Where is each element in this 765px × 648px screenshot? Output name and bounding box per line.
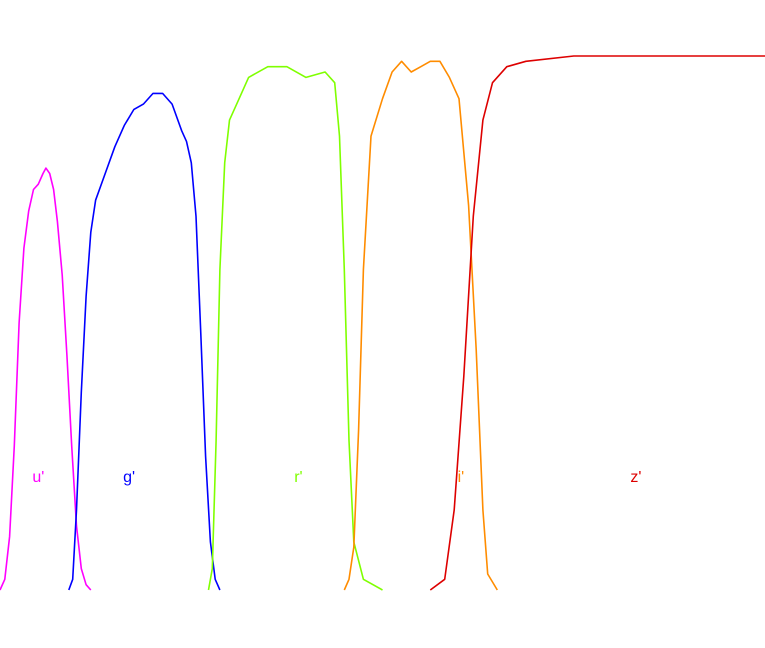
band-label-1: g'	[123, 469, 135, 486]
series-line-0	[0, 167, 92, 591]
series-line-2	[207, 65, 383, 591]
band-label-3: i'	[458, 469, 465, 486]
series-line-3	[343, 60, 498, 591]
band-label-4: z'	[630, 469, 641, 486]
series-line-4	[429, 55, 765, 591]
band-label-0: u'	[32, 469, 44, 486]
filter-curves	[0, 55, 765, 591]
band-label-2: r'	[294, 469, 302, 486]
band-labels: u' g' r' i' z'	[32, 469, 641, 486]
series-line-1	[68, 92, 221, 591]
